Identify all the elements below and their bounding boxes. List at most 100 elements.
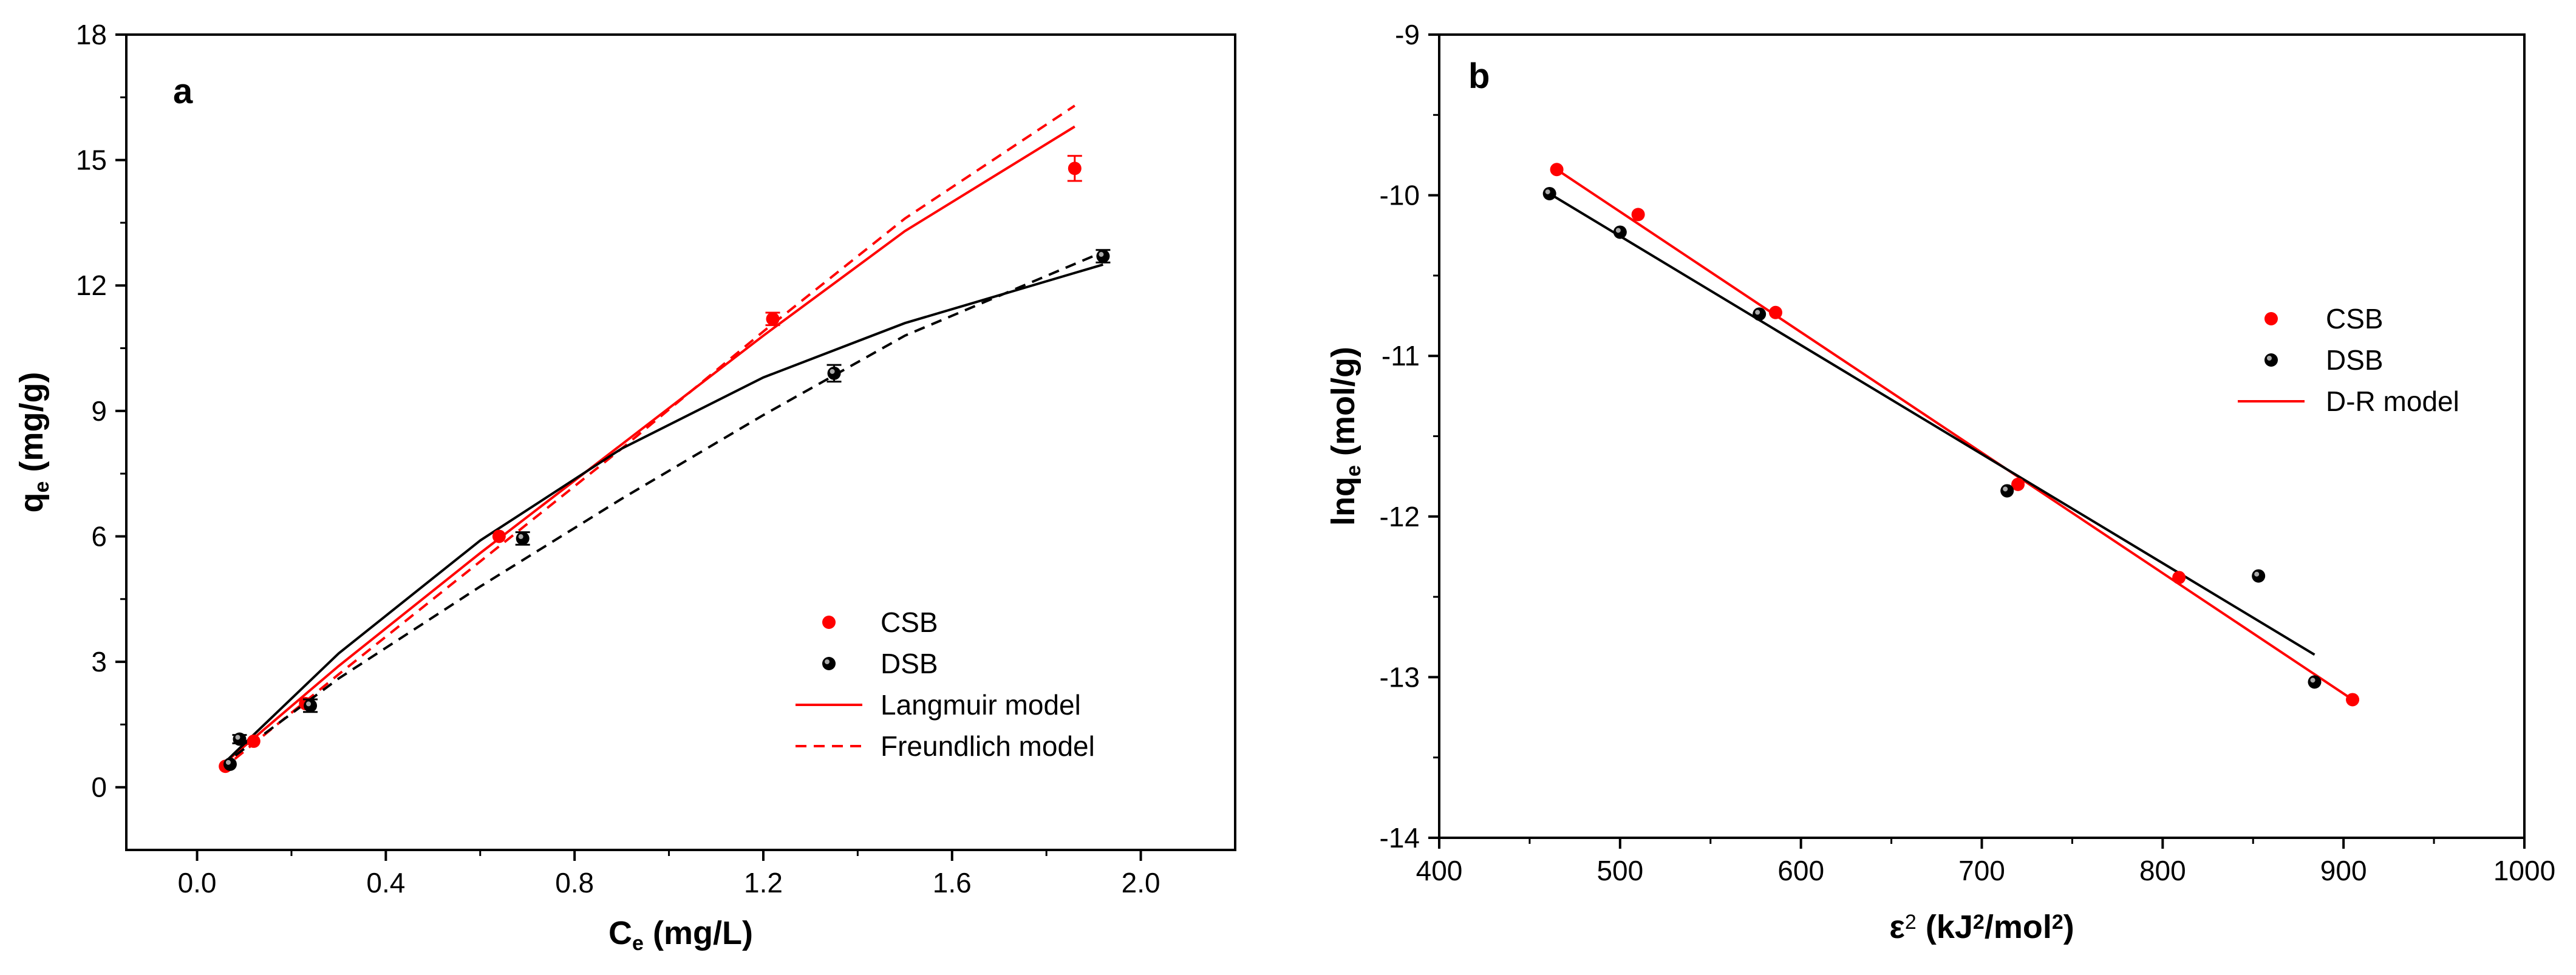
pb-dsb-point-highlight: [2254, 571, 2260, 577]
pb-dsb-data-point: [2308, 675, 2322, 689]
pb-x-tick-label: 700: [1958, 855, 2005, 886]
pa-y-tick-label: 0: [91, 772, 107, 803]
pa-legend-marker-highlight: [825, 659, 830, 664]
pb-y-axis-label: lnqe (mol/g): [1325, 347, 1365, 526]
pb-csb-data-point: [1550, 163, 1564, 177]
pa-x-tick-label: 0.4: [366, 867, 405, 899]
panel-b-chart: 400 500 600 700 800 900 1000 -14 -13 -12 -11 -10 -9 b…: [1325, 19, 2555, 945]
pa-csb-data-point: [1068, 161, 1082, 175]
pb-x-tick-label: 600: [1777, 855, 1824, 886]
pb-y-tick-label: -14: [1380, 822, 1420, 854]
pb-legend-label: DSB: [2326, 344, 2383, 376]
pb-y-axis-label-main: lnq: [1325, 477, 1361, 526]
pb-y-axis-label-sub: e: [1342, 465, 1365, 477]
pb-legend-label: D-R model: [2326, 386, 2459, 417]
pb-legend-label: CSB: [2326, 303, 2383, 335]
pb-csb-data-point: [1768, 305, 1782, 319]
pa-plot-frame: [125, 33, 1236, 851]
pb-x-tick-label: 900: [2320, 855, 2367, 886]
pb-x-axis-label-main: ε: [1889, 909, 1905, 945]
pa-dsb-data-point: [1096, 250, 1110, 263]
pb-x-tick-label: 800: [2139, 855, 2186, 886]
pb-dsb-point-highlight: [1545, 189, 1550, 194]
pb-dsb-point-highlight: [1615, 228, 1621, 233]
pa-y-axis-label-main: q: [13, 492, 50, 512]
pa-x-tick-label: 0.8: [555, 867, 594, 899]
pa-dsb-point-highlight: [830, 369, 835, 374]
pa-legend-marker-csb: [822, 616, 836, 629]
pb-dsb-data-point: [1753, 307, 1767, 321]
pb-x-tick-label: 500: [1596, 855, 1643, 886]
pb-dsb-data-point: [1542, 186, 1556, 200]
pa-legend-label: DSB: [881, 648, 938, 679]
pa-series-line-langmuir-model: [220, 125, 1075, 767]
pa-dsb-point-highlight: [225, 759, 231, 765]
pb-y-tick-label: -9: [1395, 19, 1420, 50]
pa-x-tick-label: 0.0: [178, 867, 217, 899]
pb-y-tick-label: -13: [1380, 661, 1420, 693]
pb-x-axis-label-sup2: 2: [1973, 911, 1985, 934]
pb-csb-data-point: [2346, 693, 2360, 707]
pa-legend-marker-dsb: [822, 657, 836, 670]
pb-y-tick-label: -10: [1380, 180, 1420, 211]
pb-dsb-point-highlight: [2310, 678, 2315, 683]
pa-panel-label: a: [173, 72, 193, 111]
pb-csb-data-point: [1631, 208, 1645, 222]
pb-y-tick-label: -12: [1380, 501, 1420, 532]
pa-y-axis-label-rest: (mg/g): [13, 372, 50, 481]
pa-csb-data-point: [492, 529, 506, 543]
pa-x-tick-label: 2.0: [1122, 867, 1160, 899]
pb-csb-data-point: [2172, 571, 2186, 585]
pa-legend-label: Freundlich model: [881, 730, 1095, 762]
pb-plot-frame: [1438, 33, 2526, 839]
pb-x-axis-label: ε2 (kJ2/mol2): [1889, 909, 2074, 945]
pb-dsb-data-point: [2252, 569, 2266, 583]
pb-y-tick-label: -11: [1382, 340, 1420, 372]
pb-panel-label: b: [1468, 56, 1490, 96]
pb-legend-marker-dsb: [2264, 353, 2278, 367]
pb-legend-marker-csb: [2264, 312, 2278, 325]
pb-y-axis-label-rest: (mol/g): [1325, 347, 1361, 465]
pa-x-axis-label-main: C: [608, 915, 632, 951]
pa-x-tick-label: 1.6: [933, 867, 972, 899]
pa-csb-data-point: [247, 734, 261, 748]
pa-dsb-point-highlight: [235, 735, 240, 740]
pa-dsb-data-point: [304, 699, 318, 713]
pa-y-tick-label: 9: [91, 395, 107, 427]
pb-series-line-d-r-model: [1556, 168, 2354, 701]
pb-x-axis-label-rest3: ): [2063, 909, 2074, 945]
pa-y-tick-label: 15: [76, 144, 107, 176]
pb-x-axis-label-rest: (kJ: [1917, 909, 1973, 945]
pa-series-line-dsb-langmuir-fit: [220, 263, 1103, 767]
pa-y-axis-label-sub: e: [30, 481, 53, 493]
pb-x-axis-label-sup3: 2: [2052, 911, 2063, 934]
pb-csb-data-point: [2011, 477, 2025, 491]
pb-x-axis-label-rest2: /mol: [1985, 909, 2052, 945]
pa-y-tick-label: 6: [91, 520, 107, 552]
pa-legend-label: Langmuir model: [881, 689, 1081, 721]
pa-y-tick-label: 18: [76, 19, 107, 50]
pa-dsb-data-point: [827, 366, 841, 380]
pa-dsb-point-highlight: [1099, 252, 1104, 257]
pa-csb-data-point: [766, 312, 780, 326]
pb-dsb-point-highlight: [2003, 486, 2008, 492]
pa-y-tick-label: 3: [91, 646, 107, 678]
pb-dsb-data-point: [1613, 225, 1627, 239]
pb-x-tick-label: 400: [1416, 855, 1463, 886]
pb-x-axis-label-sup: 2: [1905, 911, 1917, 934]
pb-x-tick-label: 1000: [2493, 855, 2555, 886]
pa-x-axis-label-sub: e: [632, 932, 644, 955]
pa-x-tick-label: 1.2: [744, 867, 783, 899]
pa-legend-label: CSB: [881, 606, 938, 638]
pb-legend-marker-highlight: [2267, 356, 2272, 361]
pa-dsb-data-point: [233, 732, 247, 746]
pa-dsb-point-highlight: [306, 701, 312, 707]
pa-x-axis-label: Ce (mg/L): [608, 915, 753, 955]
pa-dsb-data-point: [516, 531, 530, 545]
pb-dsb-point-highlight: [1755, 310, 1760, 315]
pa-x-axis-label-rest: (mg/L): [644, 915, 753, 951]
pa-dsb-point-highlight: [518, 534, 523, 539]
pa-y-axis-label: qe (mg/g): [13, 372, 53, 513]
